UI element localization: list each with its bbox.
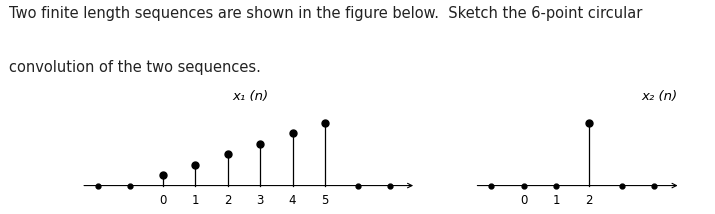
Text: 2: 2 — [585, 194, 593, 207]
Text: x₂ (n): x₂ (n) — [641, 89, 677, 103]
Text: 1: 1 — [191, 194, 199, 207]
Text: x₁ (n): x₁ (n) — [232, 89, 268, 103]
Text: Two finite length sequences are shown in the figure below.  Sketch the 6-point c: Two finite length sequences are shown in… — [9, 6, 642, 21]
Text: 5: 5 — [321, 194, 329, 207]
Text: convolution of the two sequences.: convolution of the two sequences. — [9, 60, 260, 75]
Text: 4: 4 — [289, 194, 296, 207]
Text: 1: 1 — [553, 194, 560, 207]
Text: 2: 2 — [224, 194, 231, 207]
Text: 0: 0 — [159, 194, 166, 207]
Text: 3: 3 — [256, 194, 264, 207]
Text: 0: 0 — [520, 194, 527, 207]
